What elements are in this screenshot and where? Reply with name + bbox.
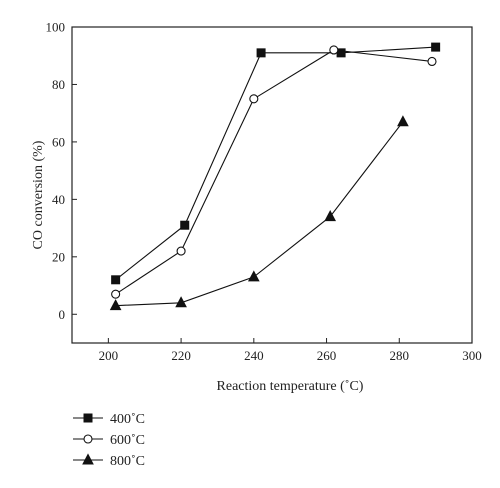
y-tick-label: 100 (46, 20, 66, 35)
series-line-3 (115, 121, 404, 307)
data-point-series-1 (180, 220, 190, 230)
y-tick-label: 0 (59, 307, 66, 322)
data-point-series-1 (431, 42, 441, 52)
data-point-series-3 (397, 115, 409, 127)
data-point-series-2 (111, 289, 121, 299)
data-point-series-3 (109, 299, 122, 311)
x-tick-label: 240 (244, 348, 264, 363)
y-tick-label: 60 (52, 134, 65, 149)
legend-label: 600˚C (110, 433, 145, 448)
y-tick-label: 40 (52, 192, 65, 207)
legend-marker (83, 434, 93, 444)
data-point-series-2 (249, 94, 259, 104)
data-point-series-2 (329, 45, 339, 55)
data-point-series-3 (324, 210, 337, 222)
data-point-series-3 (247, 270, 260, 282)
x-axis-label: Reaction temperature (˚C) (217, 379, 364, 394)
series-line-2 (115, 49, 433, 295)
y-tick-label: 80 (52, 77, 65, 92)
data-point-series-1 (256, 48, 266, 58)
series-line-1 (115, 46, 436, 281)
x-tick-label: 200 (99, 348, 119, 363)
data-point-series-2 (176, 246, 186, 256)
x-tick-label: 220 (171, 348, 191, 363)
y-tick-label: 20 (52, 249, 65, 264)
legend-marker (82, 453, 94, 465)
legend-label: 400˚C (110, 412, 145, 427)
data-point-series-2 (427, 56, 437, 67)
x-tick-label: 260 (317, 348, 337, 363)
legend-item: 800˚C (73, 453, 145, 469)
data-point-series-1 (111, 275, 121, 285)
legend-item: 600˚C (73, 433, 145, 448)
x-tick-label: 300 (462, 348, 482, 363)
legend-marker (83, 413, 93, 423)
y-axis-label: CO conversion (%) (31, 140, 46, 249)
legend-label: 800˚C (110, 454, 145, 469)
data-point-series-3 (175, 296, 187, 308)
x-tick-label: 280 (390, 348, 410, 363)
legend-item: 400˚C (73, 412, 145, 427)
plot-frame (71, 26, 473, 344)
legend: 400˚C 600˚C 800˚C (73, 412, 145, 469)
